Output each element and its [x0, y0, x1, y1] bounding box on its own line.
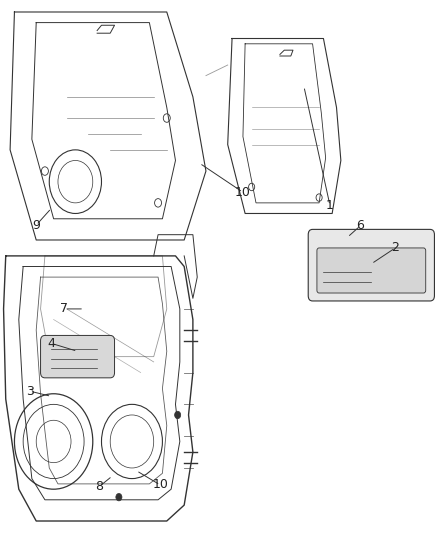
- Text: 10: 10: [152, 479, 168, 491]
- FancyBboxPatch shape: [317, 248, 426, 293]
- Text: 6: 6: [357, 219, 364, 232]
- Text: 3: 3: [26, 385, 34, 398]
- Text: 4: 4: [47, 337, 55, 350]
- Text: 7: 7: [60, 302, 68, 316]
- Circle shape: [116, 494, 122, 501]
- Text: 2: 2: [391, 241, 399, 254]
- FancyBboxPatch shape: [308, 229, 434, 301]
- Circle shape: [175, 411, 181, 419]
- FancyBboxPatch shape: [41, 335, 115, 378]
- Text: 1: 1: [326, 199, 334, 212]
- Text: 9: 9: [32, 219, 40, 232]
- Text: 10: 10: [235, 186, 251, 199]
- Text: 8: 8: [95, 480, 103, 493]
